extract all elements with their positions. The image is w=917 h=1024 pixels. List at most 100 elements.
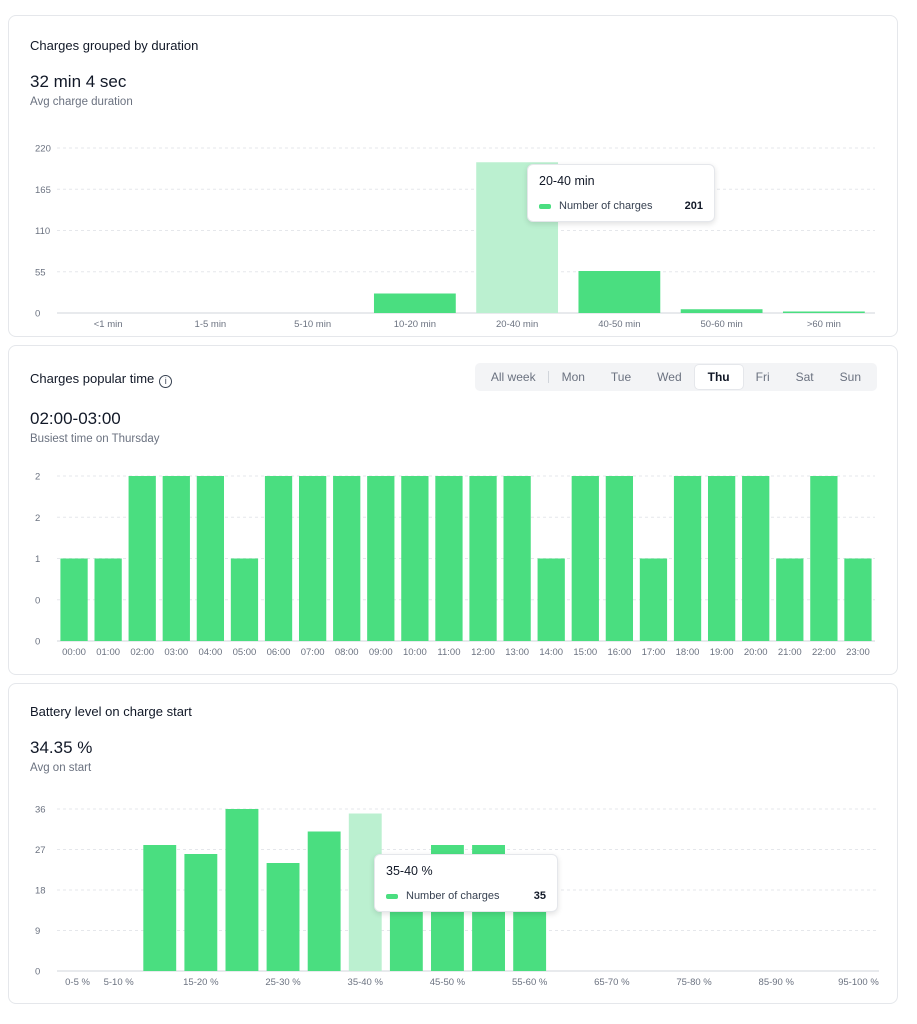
x-tick-label: 16:00 xyxy=(607,647,631,658)
bar-21[interactable] xyxy=(776,558,804,642)
y-tick-label: 2 xyxy=(35,472,40,483)
bar-10[interactable] xyxy=(401,476,429,641)
busiest-time-label: Busiest time on Thursday xyxy=(30,433,160,445)
tooltip-series-label: Number of charges xyxy=(406,890,500,902)
bar-4[interactable] xyxy=(225,809,259,971)
x-tick-label: 02:00 xyxy=(130,647,154,658)
x-tick-label: 5-10 min xyxy=(294,319,331,328)
x-tick-label: 03:00 xyxy=(164,647,188,658)
y-tick-label: 0 xyxy=(35,637,40,648)
bar-18[interactable] xyxy=(673,476,702,641)
x-tick-label: 14:00 xyxy=(539,647,563,658)
duration-card-title: Charges grouped by duration xyxy=(30,38,199,53)
tab-sun[interactable]: Sun xyxy=(839,370,861,384)
x-tick-label: 06:00 xyxy=(267,647,291,658)
x-tick-label: 07:00 xyxy=(301,647,325,658)
avg-battery-label: Avg on start xyxy=(30,762,92,774)
x-tick-label: 20-40 min xyxy=(496,319,538,328)
x-tick-label: 10-20 min xyxy=(394,319,436,328)
popular-time-title: Charges popular time i xyxy=(30,371,173,388)
bar-1[interactable] xyxy=(94,558,122,642)
bar-6[interactable] xyxy=(680,309,763,313)
x-tick-label: 17:00 xyxy=(642,647,666,658)
tab-tue[interactable]: Tue xyxy=(610,370,632,384)
x-tick-label: 40-50 min xyxy=(598,319,640,328)
tab-wed[interactable]: Wed xyxy=(657,370,682,384)
tab-fri[interactable]: Fri xyxy=(755,370,770,384)
x-tick-label: 15-20 % xyxy=(183,977,219,988)
busiest-time-value: 02:00-03:00 xyxy=(30,409,121,428)
bar-7[interactable] xyxy=(298,476,327,641)
legend-swatch xyxy=(539,203,551,209)
tab-all-week[interactable]: All week xyxy=(478,365,549,389)
avg-duration-label: Avg charge duration xyxy=(30,96,133,108)
bar-2[interactable] xyxy=(128,476,156,641)
bar-6[interactable] xyxy=(264,476,293,641)
bar-23[interactable] xyxy=(844,558,872,642)
popular-time-card: Charges popular time i All week Mon Tue Wed T… xyxy=(8,345,898,675)
tab-mon[interactable]: Mon xyxy=(561,370,585,384)
x-tick-label: 21:00 xyxy=(778,647,802,658)
x-tick-label: 09:00 xyxy=(369,647,393,658)
y-tick-label: 2 xyxy=(35,513,40,524)
bar-3[interactable] xyxy=(162,476,190,641)
bar-14[interactable] xyxy=(537,558,565,642)
bar-17[interactable] xyxy=(639,558,668,642)
bar-3[interactable] xyxy=(373,293,456,314)
bar-7[interactable] xyxy=(782,311,865,314)
y-tick-label: 220 xyxy=(35,144,51,155)
battery-level-card: Battery level on charge start 34.35 % Av… xyxy=(8,683,898,1004)
bar-20[interactable] xyxy=(742,476,770,641)
x-tick-label: 11:00 xyxy=(437,647,460,658)
bar-0[interactable] xyxy=(60,558,88,642)
x-tick-label: 13:00 xyxy=(505,647,529,658)
y-tick-label: 1 xyxy=(35,554,40,565)
day-tabs: All week Mon Tue Wed Thu Fri Sat Sun xyxy=(474,363,877,391)
x-tick-label: 75-80 % xyxy=(676,977,712,988)
y-tick-label: 27 xyxy=(35,845,46,856)
bar-4[interactable] xyxy=(196,476,225,641)
tab-sat[interactable]: Sat xyxy=(795,370,814,384)
tooltip-title: 35-40 % xyxy=(386,864,433,878)
bar-9[interactable] xyxy=(367,476,395,641)
x-tick-label: 22:00 xyxy=(812,647,836,658)
bar-12[interactable] xyxy=(469,476,497,641)
tooltip-value: 201 xyxy=(684,200,703,212)
y-tick-label: 18 xyxy=(35,886,46,897)
x-tick-label: 5-10 % xyxy=(104,977,135,988)
y-tick-label: 55 xyxy=(35,267,46,278)
y-tick-label: 0 xyxy=(35,309,40,320)
duration-chart[interactable]: 0 55 110 165 220 <1 min 1-5 min 5-10 min 10-20 m… xyxy=(9,128,897,328)
bar-16[interactable] xyxy=(605,476,634,641)
y-tick-label: 36 xyxy=(35,805,46,816)
bar-13[interactable] xyxy=(503,476,531,641)
bar-5[interactable] xyxy=(578,271,661,313)
y-tick-label: 0 xyxy=(35,967,40,978)
x-tick-label: 05:00 xyxy=(233,647,257,658)
y-tick-label: 110 xyxy=(35,226,50,237)
popular-time-chart[interactable]: 0 0 1 2 2 00:00 01:00 02:00 03:00 04:00 05:00 06:00… xyxy=(9,462,897,658)
bar-22[interactable] xyxy=(810,476,838,641)
bar-6[interactable] xyxy=(307,831,341,972)
bar-8[interactable] xyxy=(333,476,361,641)
info-circle-icon[interactable]: i xyxy=(159,375,173,388)
tooltip-series-label: Number of charges xyxy=(559,200,653,212)
battery-level-title: Battery level on charge start xyxy=(30,704,192,719)
x-tick-label: 1-5 min xyxy=(195,319,227,328)
tab-thu[interactable]: Thu xyxy=(694,365,743,389)
bar-3[interactable] xyxy=(184,854,218,971)
bar-15[interactable] xyxy=(571,476,599,641)
bar-5[interactable] xyxy=(266,863,300,971)
x-tick-label: 08:00 xyxy=(335,647,359,658)
bar-19[interactable] xyxy=(707,476,736,641)
avg-battery-value: 34.35 % xyxy=(30,738,93,757)
bar-11[interactable] xyxy=(435,476,463,641)
bar-2[interactable] xyxy=(143,845,177,971)
y-tick-label: 9 xyxy=(35,926,40,937)
x-tick-label: 55-60 % xyxy=(512,977,548,988)
x-tick-label: 85-90 % xyxy=(759,977,795,988)
x-tick-label: 95-100 % xyxy=(838,977,879,988)
x-tick-label: 20:00 xyxy=(744,647,768,658)
bar-5[interactable] xyxy=(230,558,259,642)
x-tick-label: <1 min xyxy=(94,319,123,328)
